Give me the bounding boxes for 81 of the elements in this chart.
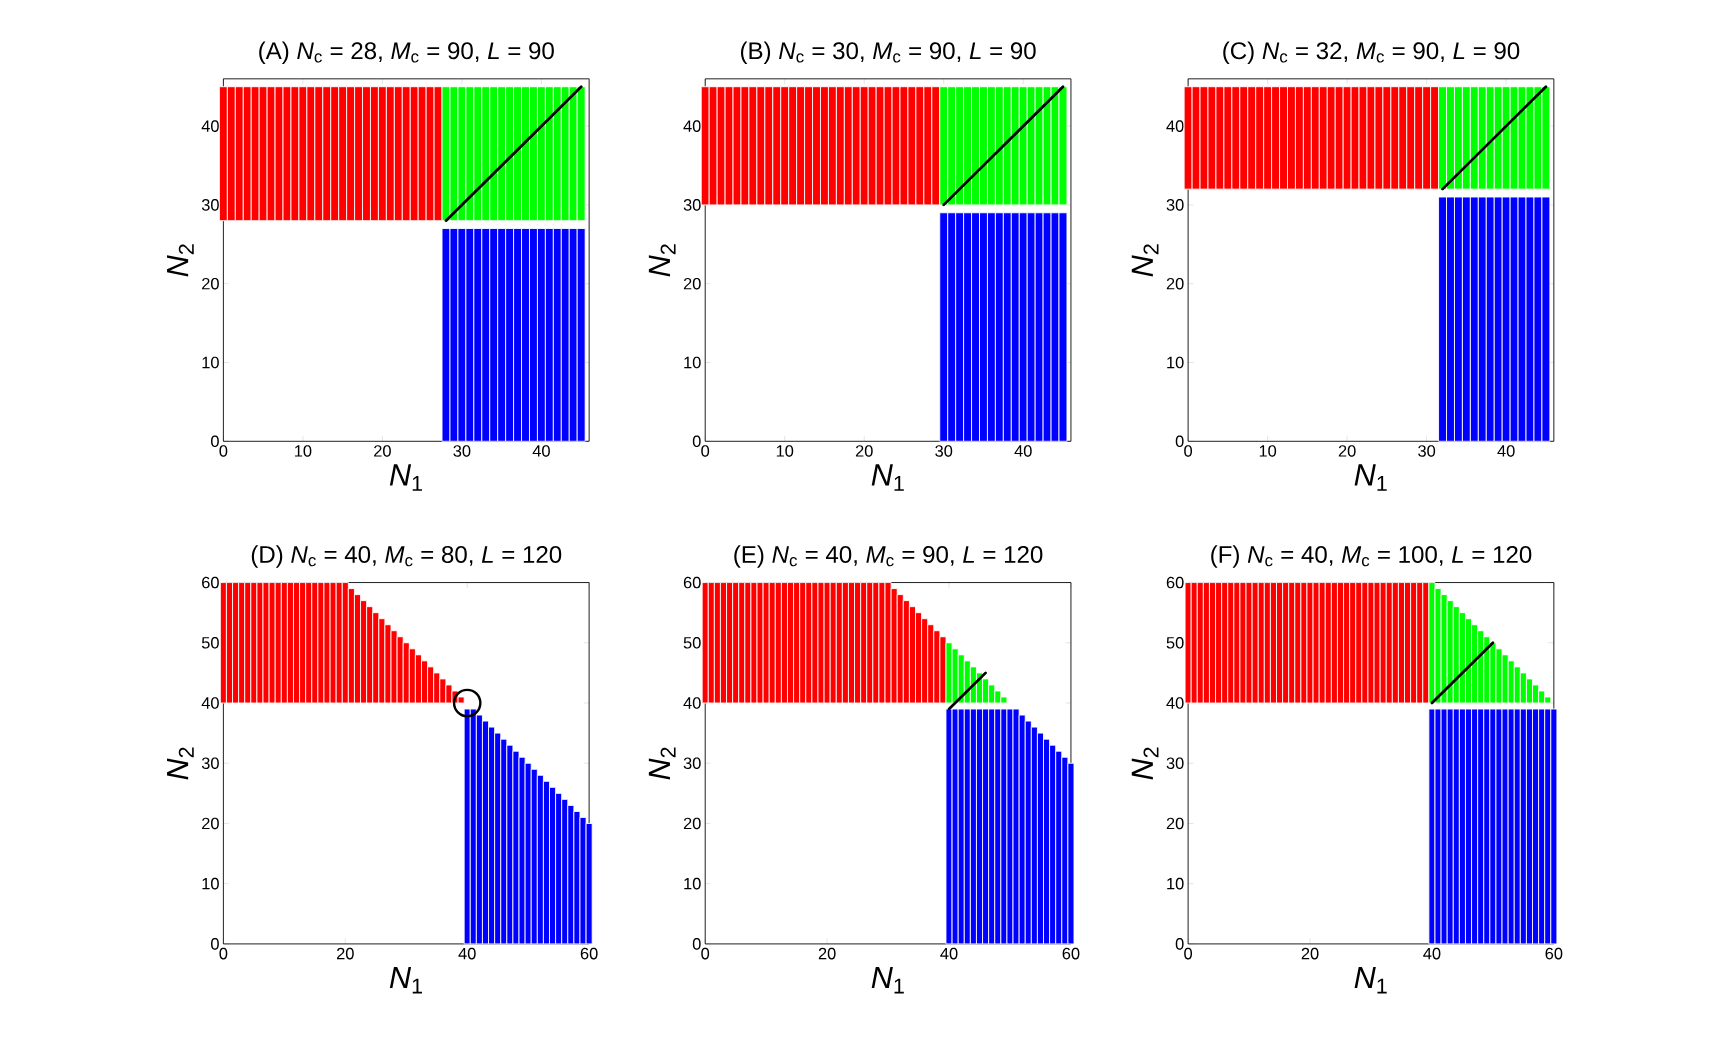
x-tick-label: 0 [1184, 947, 1193, 960]
chart-title: (C) N$_{c}$ = 32, M$_{c}$ = 90, L = 90 [1223, 41, 1520, 64]
y-tick-label: 10 [1167, 356, 1184, 369]
x-tick-label: 60 [1545, 947, 1563, 960]
x-tick-label: 40 [458, 947, 476, 960]
y-tick-label: 20 [1166, 817, 1184, 830]
x-tick-label: 20 [336, 947, 354, 960]
y-tick-label: 40 [683, 120, 701, 132]
y-tick-label: 30 [1166, 757, 1184, 769]
y-tick-label: 40 [201, 120, 219, 132]
y-tick-label: 10 [684, 356, 701, 369]
x-tick-label: 20 [1338, 445, 1356, 457]
y-tick-label: 60 [202, 576, 219, 589]
x-tick-label: 40 [940, 947, 958, 960]
y-tick-label: 10 [684, 877, 701, 890]
y-tick-label: 50 [1166, 636, 1184, 649]
chart-title: (A) N$_{c}$ = 28, M$_{c}$ = 90, L = 90 [259, 41, 554, 64]
x-axis-title: N$_{1}$ [871, 966, 904, 994]
x-axis-title: N$_{1}$ [1354, 966, 1387, 994]
y-axis-title: N$_{2}$ [1131, 244, 1159, 277]
x-tick-label: 20 [374, 445, 391, 457]
x-tick-label: 40 [1423, 947, 1441, 960]
y-tick-label: 20 [202, 277, 219, 290]
y-tick-label: 10 [202, 356, 219, 369]
x-tick-label: 10 [776, 445, 794, 457]
chart-title: (F) N$_{c}$ = 40, M$_{c}$ = 100, L = 120 [1211, 545, 1532, 568]
y-tick-label: 30 [201, 198, 219, 211]
x-tick-label: 20 [1301, 947, 1319, 960]
x-tick-label: 60 [1062, 947, 1080, 960]
x-axis-title: N$_{1}$ [389, 966, 422, 994]
y-axis-title: N$_{2}$ [648, 244, 676, 277]
x-axis-title: N$_{1}$ [389, 464, 422, 491]
x-tick-label: 60 [580, 947, 598, 960]
y-tick-label: 50 [683, 636, 701, 649]
y-axis-title: N$_{2}$ [1131, 747, 1159, 780]
y-tick-label: 40 [201, 697, 219, 709]
y-tick-label: 60 [1166, 576, 1184, 589]
x-tick-label: 0 [219, 445, 228, 457]
chart-title: (B) N$_{c}$ = 30, M$_{c}$ = 90, L = 90 [740, 41, 1036, 64]
y-tick-label: 50 [201, 636, 219, 649]
y-tick-label: 30 [201, 757, 219, 769]
y-tick-label: 10 [202, 877, 219, 890]
y-tick-label: 0 [692, 435, 701, 447]
y-tick-label: 0 [692, 937, 701, 950]
x-tick-label: 30 [453, 445, 471, 457]
y-tick-label: 0 [1175, 435, 1184, 447]
x-tick-label: 0 [701, 947, 710, 960]
x-tick-label: 20 [818, 947, 836, 960]
x-tick-label: 0 [219, 947, 228, 960]
y-tick-label: 40 [1166, 697, 1184, 709]
chart-title: (E) N$_{c}$ = 40, M$_{c}$ = 90, L = 120 [734, 545, 1043, 568]
y-tick-label: 60 [683, 576, 701, 589]
y-tick-label: 40 [683, 697, 701, 709]
x-tick-label: 40 [1014, 445, 1032, 457]
x-tick-label: 0 [1184, 445, 1193, 457]
y-tick-label: 30 [683, 757, 701, 769]
x-tick-label: 10 [1259, 445, 1277, 457]
y-axis-title: N$_{2}$ [648, 747, 676, 780]
y-tick-label: 20 [202, 817, 219, 830]
y-tick-label: 20 [683, 277, 701, 290]
y-axis-title: N$_{2}$ [167, 244, 194, 277]
x-tick-label: 10 [295, 445, 312, 457]
chart-title: (D) N$_{c}$ = 40, M$_{c}$ = 80, L = 120 [251, 545, 562, 568]
y-tick-label: 20 [1166, 277, 1184, 290]
x-tick-label: 20 [855, 445, 873, 457]
y-tick-label: 40 [1166, 120, 1184, 132]
x-tick-label: 30 [1418, 445, 1436, 457]
x-axis-title: N$_{1}$ [1354, 464, 1387, 491]
y-tick-label: 10 [1167, 877, 1184, 890]
y-tick-label: 0 [211, 937, 219, 950]
x-tick-label: 40 [532, 445, 550, 457]
x-tick-label: 40 [1497, 445, 1515, 457]
x-tick-label: 0 [701, 445, 710, 457]
y-tick-label: 30 [1166, 198, 1184, 211]
y-tick-label: 30 [683, 198, 701, 211]
y-tick-label: 0 [1175, 937, 1184, 950]
y-tick-label: 0 [211, 435, 219, 447]
y-axis-title: N$_{2}$ [167, 747, 194, 780]
y-tick-label: 20 [683, 817, 701, 830]
x-axis-title: N$_{1}$ [871, 464, 904, 491]
x-tick-label: 30 [935, 445, 953, 457]
